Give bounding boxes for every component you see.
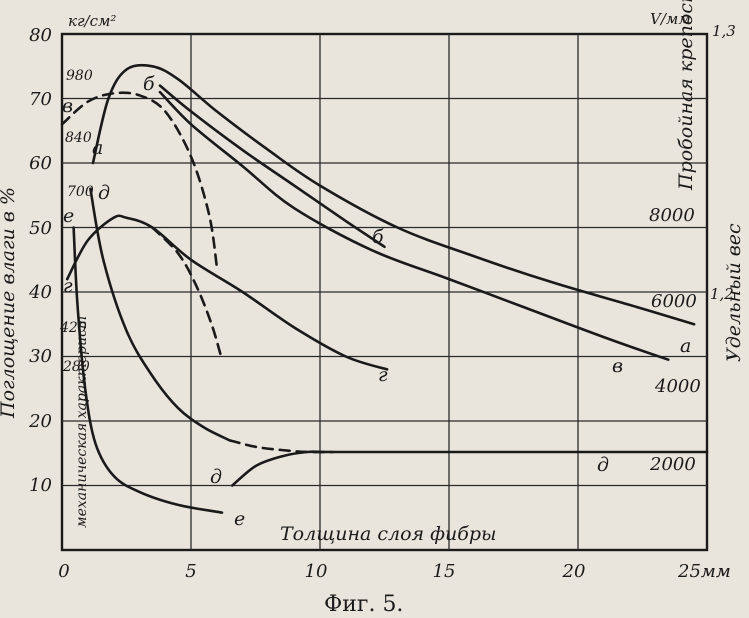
y-right-tick-8000: 8000 (649, 205, 695, 226)
curve-label-b: б (143, 73, 155, 95)
y-mech-tick-980: 980 (66, 68, 93, 84)
y-left-title: Поглощение влаги в % (0, 187, 19, 419)
y-far-scale: 1,3 1,2 Удельный вес (710, 22, 745, 362)
y-mech-scale: кг/см² 980 840 700 420 280 механическая … (59, 12, 116, 528)
curve-label-e: е (63, 205, 74, 227)
series-line-4 (65, 214, 389, 371)
curve-label-e-end: е (234, 508, 245, 530)
curve-label-v: в (62, 95, 73, 117)
y-tick-30: 30 (29, 346, 52, 367)
y-tick-20: 20 (28, 411, 52, 432)
figure-caption: Фиг. 5. (324, 592, 403, 617)
y-tick-40: 40 (28, 282, 52, 303)
x-tick-5: 5 (185, 561, 196, 582)
series-line-2 (158, 90, 670, 361)
y-tick-50: 50 (29, 218, 52, 239)
curve-label-a: а (92, 137, 103, 159)
x-tick-10: 10 (305, 561, 328, 582)
x-axis-title: Толщина слоя фибры (280, 523, 497, 545)
series-line-6 (89, 187, 231, 442)
x-ticks: 0 5 10 15 20 25мм (58, 561, 730, 582)
y-right-tick-6000: 6000 (651, 291, 697, 312)
y-right-tick-2000: 2000 (649, 454, 696, 475)
curve-label-v-end: в (612, 355, 623, 377)
y-right-unit: V/мм (650, 10, 691, 28)
y-tick-60: 60 (29, 153, 52, 174)
y-far-title: Удельный вес (723, 223, 745, 362)
curves (60, 63, 709, 514)
x-tick-15: 15 (433, 561, 456, 582)
curve-label-g: г (63, 275, 73, 297)
y-right-scale: V/мм Пробойная крепость 8000 6000 4000 2… (649, 0, 701, 475)
y-tick-80: 80 (29, 25, 52, 46)
x-unit: 25мм (677, 561, 731, 582)
curve-label-d: д (98, 182, 110, 204)
series-line-9 (72, 226, 224, 514)
y-right-title: Пробойная крепость (675, 0, 697, 191)
series-line-3 (60, 91, 219, 268)
y-tick-10: 10 (29, 475, 52, 496)
x-tick-0: 0 (58, 561, 69, 582)
series-line-8 (231, 450, 709, 487)
y-mech-tick-840: 840 (65, 130, 92, 146)
curve-label-d-low: д (210, 466, 222, 488)
y-tick-70: 70 (29, 89, 52, 110)
y-right-tick-4000: 4000 (654, 376, 701, 397)
series-line-5 (151, 226, 224, 361)
curve-label-d-end: д (597, 454, 609, 476)
y-far-tick-1-3: 1,3 (712, 22, 736, 40)
curve-label-a-end: а (680, 335, 691, 357)
y-mech-title: механическая характерист (74, 316, 90, 528)
curve-label-b-end: б (372, 226, 384, 248)
y-mech-tick-700: 700 (67, 184, 94, 200)
x-tick-20: 20 (562, 561, 586, 582)
grid (62, 34, 707, 550)
y-mech-unit: кг/см² (68, 12, 116, 30)
y-far-tick-1-2: 1,2 (710, 285, 734, 303)
curve-label-g-end: г (378, 364, 388, 386)
series-line-7 (228, 439, 335, 454)
y-left-ticks: 80 70 60 50 40 30 20 10 (28, 25, 52, 496)
series-line-0 (91, 63, 696, 326)
curve-labels: а а б б в в г г д д д е е (62, 73, 691, 530)
series-line-1 (158, 84, 386, 249)
